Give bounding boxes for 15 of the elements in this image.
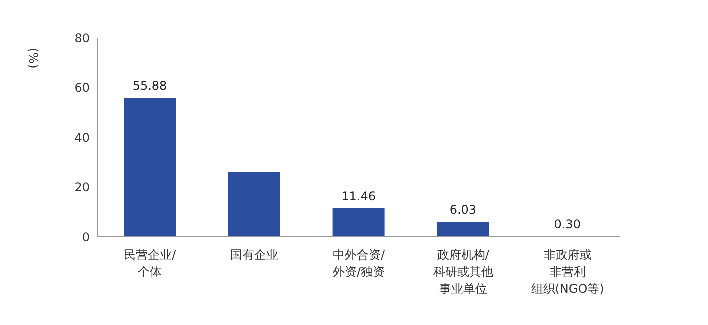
data-label: 55.88 [132, 79, 168, 93]
x-tick-label: 民营企业/个体 [124, 248, 178, 279]
data-label: 11.46 [342, 189, 376, 204]
x-tick-label: 国有企业 [230, 248, 279, 262]
y-axis-title: (%) [26, 48, 40, 69]
data-label: 0.30 [554, 217, 581, 232]
y-tick-label: 20 [74, 180, 90, 195]
y-tick-label: 60 [74, 81, 90, 96]
data-label: 6.03 [450, 203, 477, 217]
y-tick-label: 40 [74, 130, 90, 145]
x-tick-label: 非政府或非营利组织(NGO等) [531, 248, 604, 296]
y-tick-label: 0 [82, 230, 90, 244]
y-tick-label: 80 [74, 31, 90, 46]
x-tick-label: 政府机构/科研或其他事业单位 [433, 248, 494, 296]
x-tick-label: 中外合资/外资/独资 [332, 248, 386, 279]
